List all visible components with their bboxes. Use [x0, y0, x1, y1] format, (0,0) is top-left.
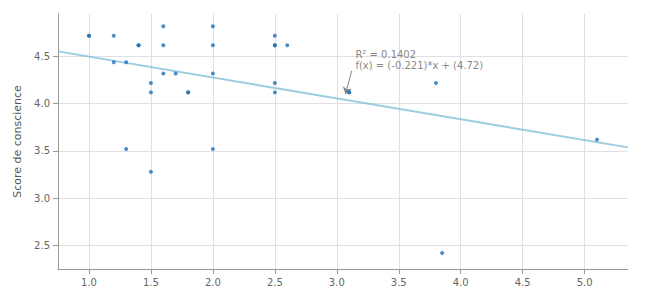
svg-text:1.5: 1.5 [143, 277, 159, 288]
svg-text:5.0: 5.0 [577, 277, 593, 288]
svg-text:2.0: 2.0 [205, 277, 221, 288]
svg-text:3.0: 3.0 [329, 277, 345, 288]
svg-text:1.0: 1.0 [81, 277, 97, 288]
svg-text:4.0: 4.0 [34, 98, 50, 109]
svg-text:2.5: 2.5 [34, 240, 50, 251]
svg-text:3.5: 3.5 [391, 277, 407, 288]
svg-text:f(x) = (-0.221)*x + (4.72): f(x) = (-0.221)*x + (4.72) [355, 60, 483, 71]
svg-text:4.5: 4.5 [34, 51, 50, 62]
svg-text:Score de conscience: Score de conscience [11, 85, 24, 198]
svg-text:R² = 0.1402: R² = 0.1402 [355, 49, 416, 60]
svg-text:3.0: 3.0 [34, 193, 50, 204]
svg-text:4.0: 4.0 [453, 277, 469, 288]
svg-text:2.5: 2.5 [267, 277, 283, 288]
svg-text:4.5: 4.5 [515, 277, 531, 288]
svg-text:3.5: 3.5 [34, 145, 50, 156]
